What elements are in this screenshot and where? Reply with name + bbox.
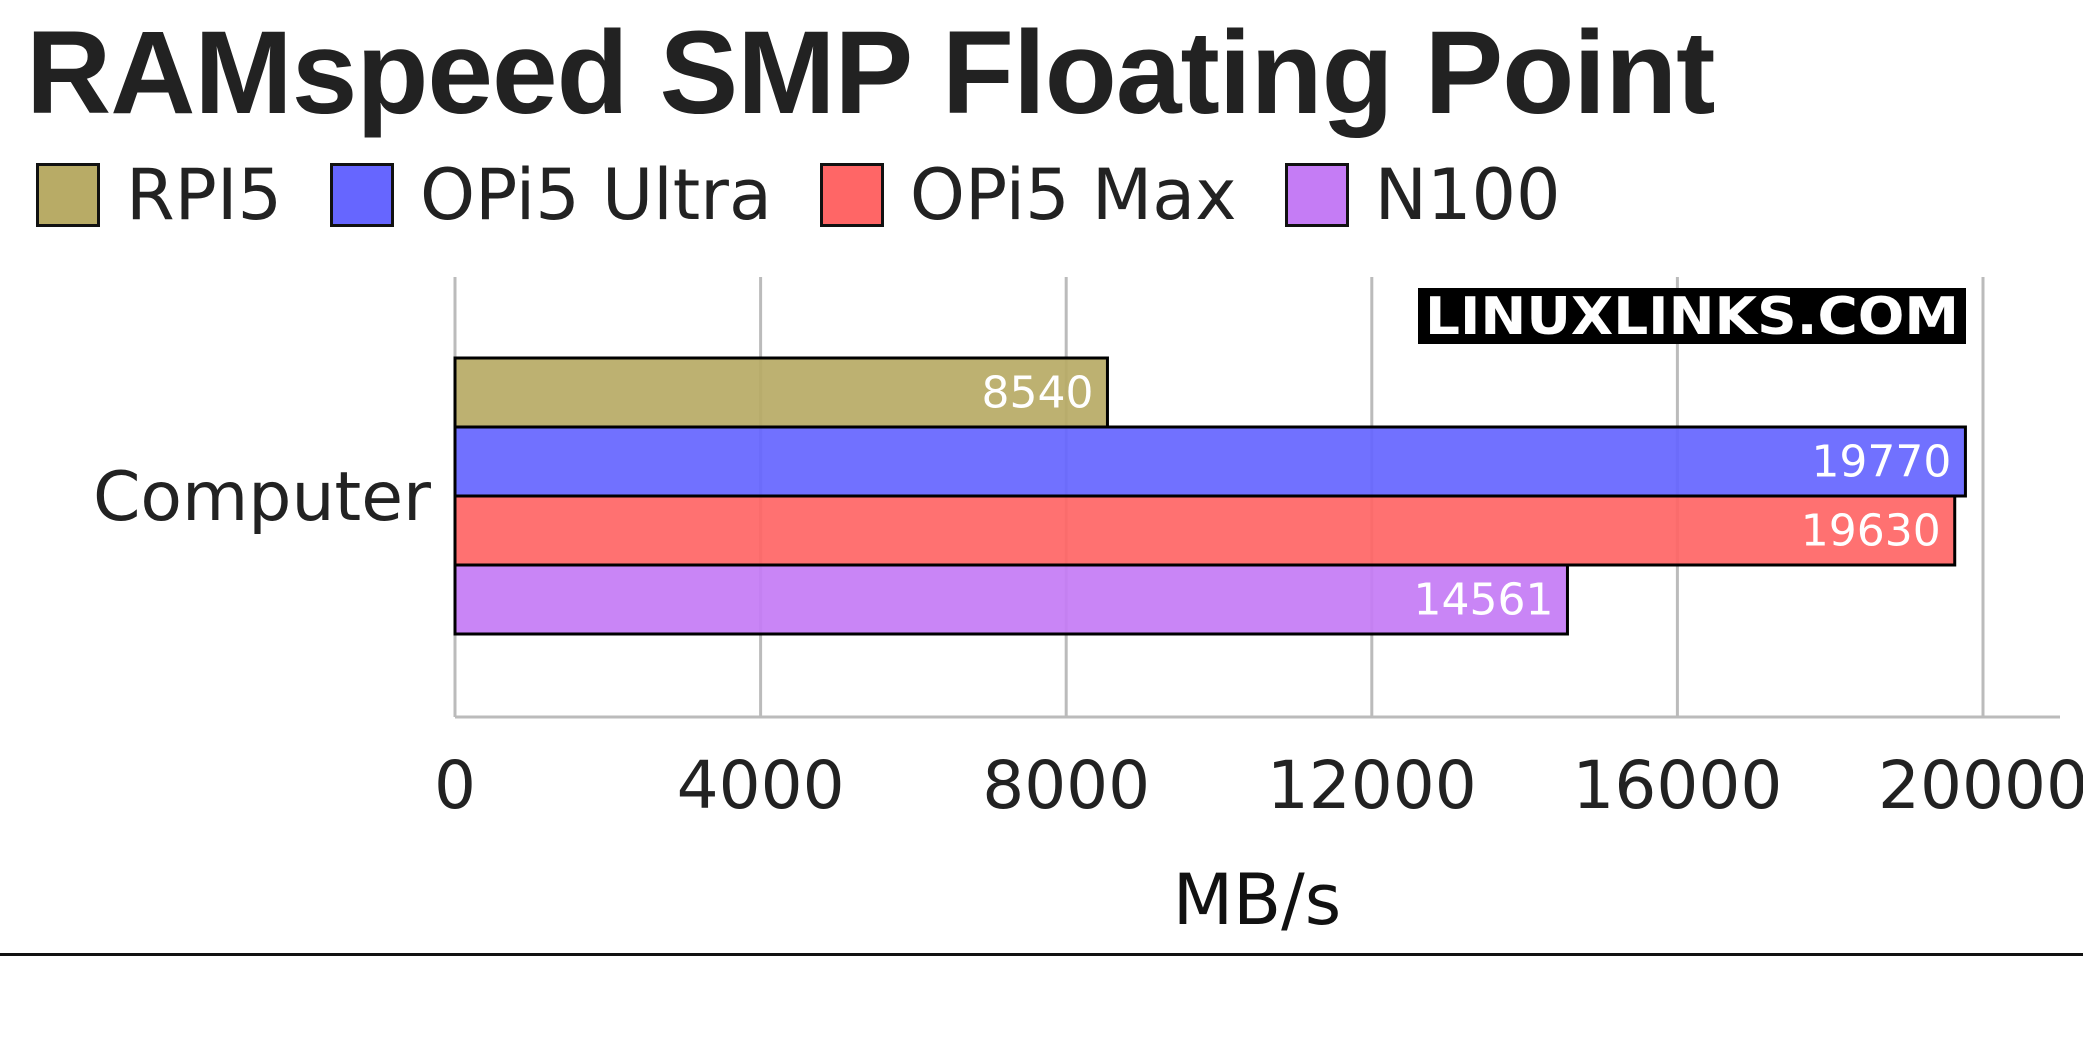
x-axis-title: MB/s [1173, 859, 1341, 941]
chart-title: RAMspeed SMP Floating Point [26, 7, 1715, 139]
bar-opi5-max [453, 494, 1957, 567]
watermark-box [1418, 288, 1966, 344]
legend-item-rpi5: RPI5 [36, 158, 282, 232]
data-label-opi5-ultra: 19770 [1811, 437, 1951, 488]
legend-swatch [1284, 163, 1349, 227]
legend-item-opi5-ultra: OPi5 Ultra [330, 158, 772, 232]
x-tick-label: 4000 [677, 747, 845, 824]
bar-rpi5 [453, 356, 1109, 429]
legend-swatch [330, 163, 395, 227]
category-label: Computer [93, 458, 431, 537]
legend-label: RPI5 [126, 154, 283, 236]
legend-swatch [36, 163, 100, 227]
data-label-n100: 14561 [1413, 575, 1553, 626]
x-tick-label: 20000 [1878, 747, 2083, 824]
bar-n100 [453, 563, 1569, 636]
legend-item-n100: N100 [1284, 154, 1561, 236]
bottom-rule [0, 953, 2083, 956]
x-tick-label: 0 [434, 747, 476, 824]
bar-opi5-ultra [453, 425, 1967, 498]
x-tick-label: 12000 [1267, 747, 1477, 824]
x-tick-label: 8000 [982, 747, 1150, 824]
watermark: LINUXLINKS.COM [1425, 287, 1959, 347]
data-label-rpi5: 8540 [981, 368, 1093, 419]
legend-item-opi5-max: OPi5 Max [819, 154, 1237, 236]
legend-label: OPi5 Ultra [420, 154, 772, 236]
legend-swatch [819, 163, 884, 227]
legend-label: N100 [1374, 154, 1561, 236]
x-tick-label: 16000 [1572, 747, 1782, 824]
data-label-opi5-max: 19630 [1801, 506, 1941, 557]
legend: RPI5 OPi5 Ultra OPi5 Max N100 [36, 158, 1609, 232]
legend-label: OPi5 Max [909, 154, 1237, 236]
